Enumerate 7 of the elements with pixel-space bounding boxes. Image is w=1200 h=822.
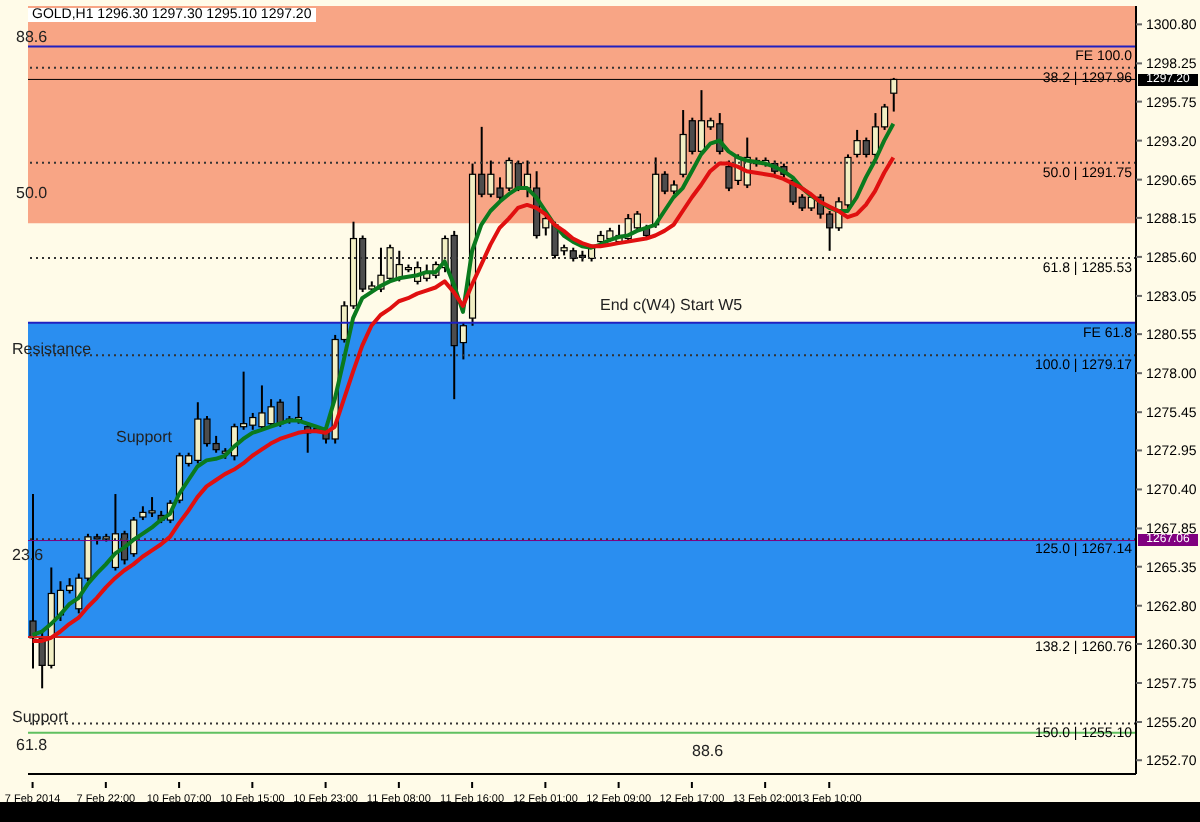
annotation: 88.6: [16, 28, 48, 46]
annotation: 50.0: [16, 184, 48, 202]
annotation: Support: [12, 708, 69, 726]
annotation: Support: [116, 428, 173, 446]
annotation: End c(W4) Start W5: [600, 296, 743, 314]
annotation: 61.8: [16, 736, 48, 754]
annotation: 88.6: [692, 742, 724, 760]
